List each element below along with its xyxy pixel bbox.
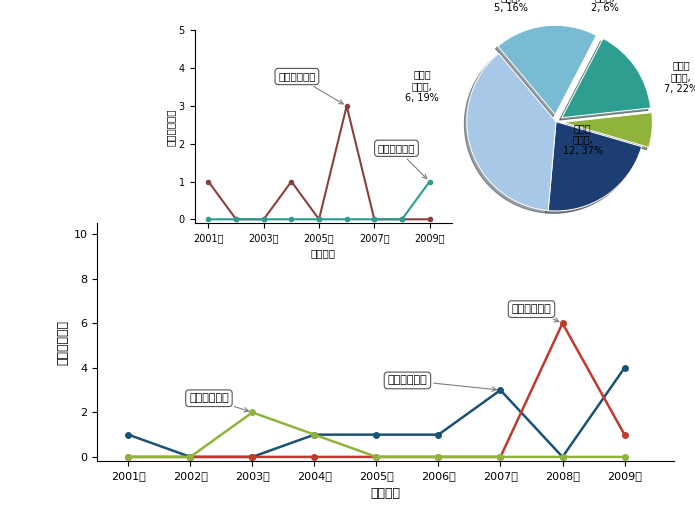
Text: 미국등록특허: 미국등록특허 bbox=[278, 71, 343, 104]
Text: 일본공개특허: 일본공개특허 bbox=[512, 304, 559, 322]
X-axis label: 출원년도: 출원년도 bbox=[311, 248, 336, 259]
Wedge shape bbox=[562, 39, 651, 118]
Wedge shape bbox=[548, 122, 641, 211]
Text: 한국공
개특허,
12, 37%: 한국공 개특허, 12, 37% bbox=[563, 123, 603, 156]
Wedge shape bbox=[467, 53, 556, 210]
Text: 유럽공개특허: 유럽공개특허 bbox=[189, 393, 249, 412]
X-axis label: 출원년도: 출원년도 bbox=[370, 487, 401, 499]
Y-axis label: 특허출원건수: 특허출원건수 bbox=[56, 320, 70, 365]
Text: 일본공
개특허,
7, 22%: 일본공 개특허, 7, 22% bbox=[664, 60, 695, 94]
Text: 미국공
개특허,
6, 19%: 미국공 개특허, 6, 19% bbox=[405, 69, 439, 102]
Text: 유럽공
개특허,
2, 6%: 유럽공 개특허, 2, 6% bbox=[591, 0, 619, 13]
Y-axis label: 특허출원건수: 특허출원건수 bbox=[166, 108, 176, 146]
Wedge shape bbox=[563, 113, 653, 147]
Text: 미국공개특허: 미국공개특허 bbox=[377, 143, 427, 178]
Wedge shape bbox=[498, 25, 596, 115]
Text: 미국등
록특허,
5, 16%: 미국등 록특허, 5, 16% bbox=[494, 0, 528, 13]
Text: 한국공개특허: 한국공개특허 bbox=[388, 375, 496, 391]
